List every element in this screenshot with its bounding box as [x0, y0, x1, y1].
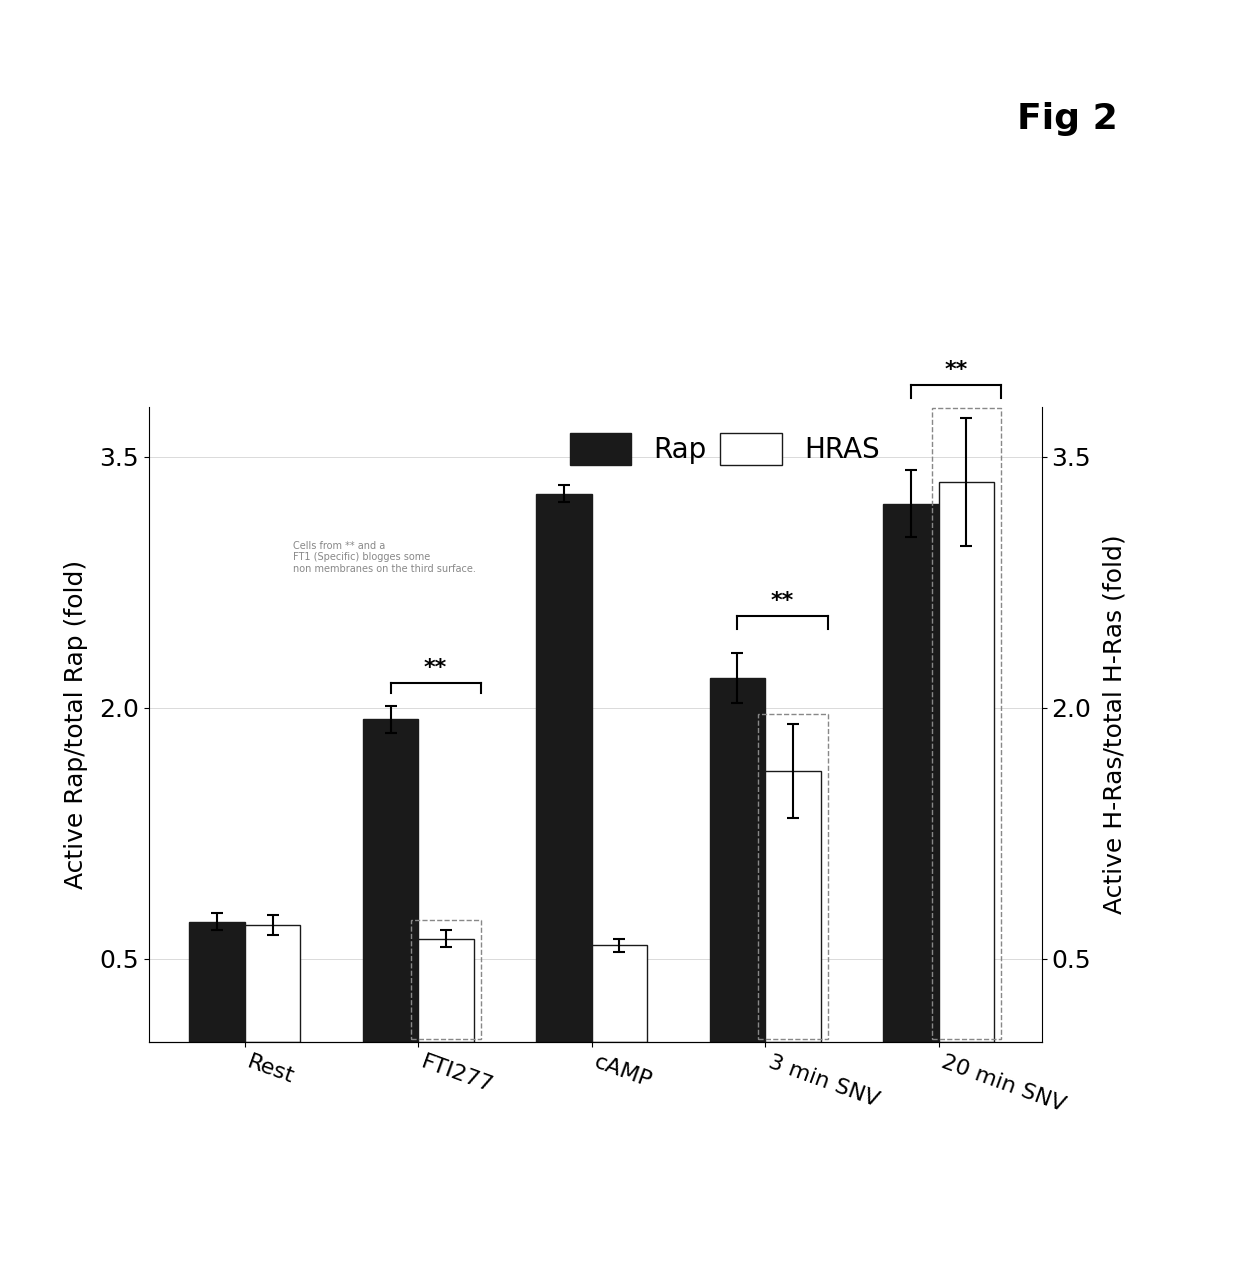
Bar	[709, 677, 765, 1042]
Bar	[758, 714, 827, 1038]
Bar	[765, 771, 821, 1042]
Y-axis label: Active Rap/total Rap (fold): Active Rap/total Rap (fold)	[64, 561, 88, 888]
Y-axis label: Active H-Ras/total H-Ras (fold): Active H-Ras/total H-Ras (fold)	[1102, 535, 1126, 914]
Bar	[418, 938, 474, 1042]
Bar	[939, 482, 994, 1042]
Text: Fig 2: Fig 2	[1017, 102, 1117, 136]
Bar	[412, 920, 481, 1038]
Bar	[190, 921, 244, 1042]
Legend: Rap, HRAS: Rap, HRAS	[564, 427, 885, 470]
Bar	[931, 408, 1001, 1038]
Bar	[244, 925, 300, 1042]
Bar	[536, 493, 591, 1042]
Bar	[591, 946, 647, 1042]
Text: **: **	[424, 657, 448, 677]
Bar	[883, 503, 939, 1042]
Text: Cells from ** and a
FT1 (Specific) blogges some
non membranes on the third surfa: Cells from ** and a FT1 (Specific) blogg…	[294, 540, 476, 573]
Text: **: **	[945, 360, 967, 380]
Text: **: **	[771, 591, 794, 611]
Bar	[363, 719, 418, 1042]
